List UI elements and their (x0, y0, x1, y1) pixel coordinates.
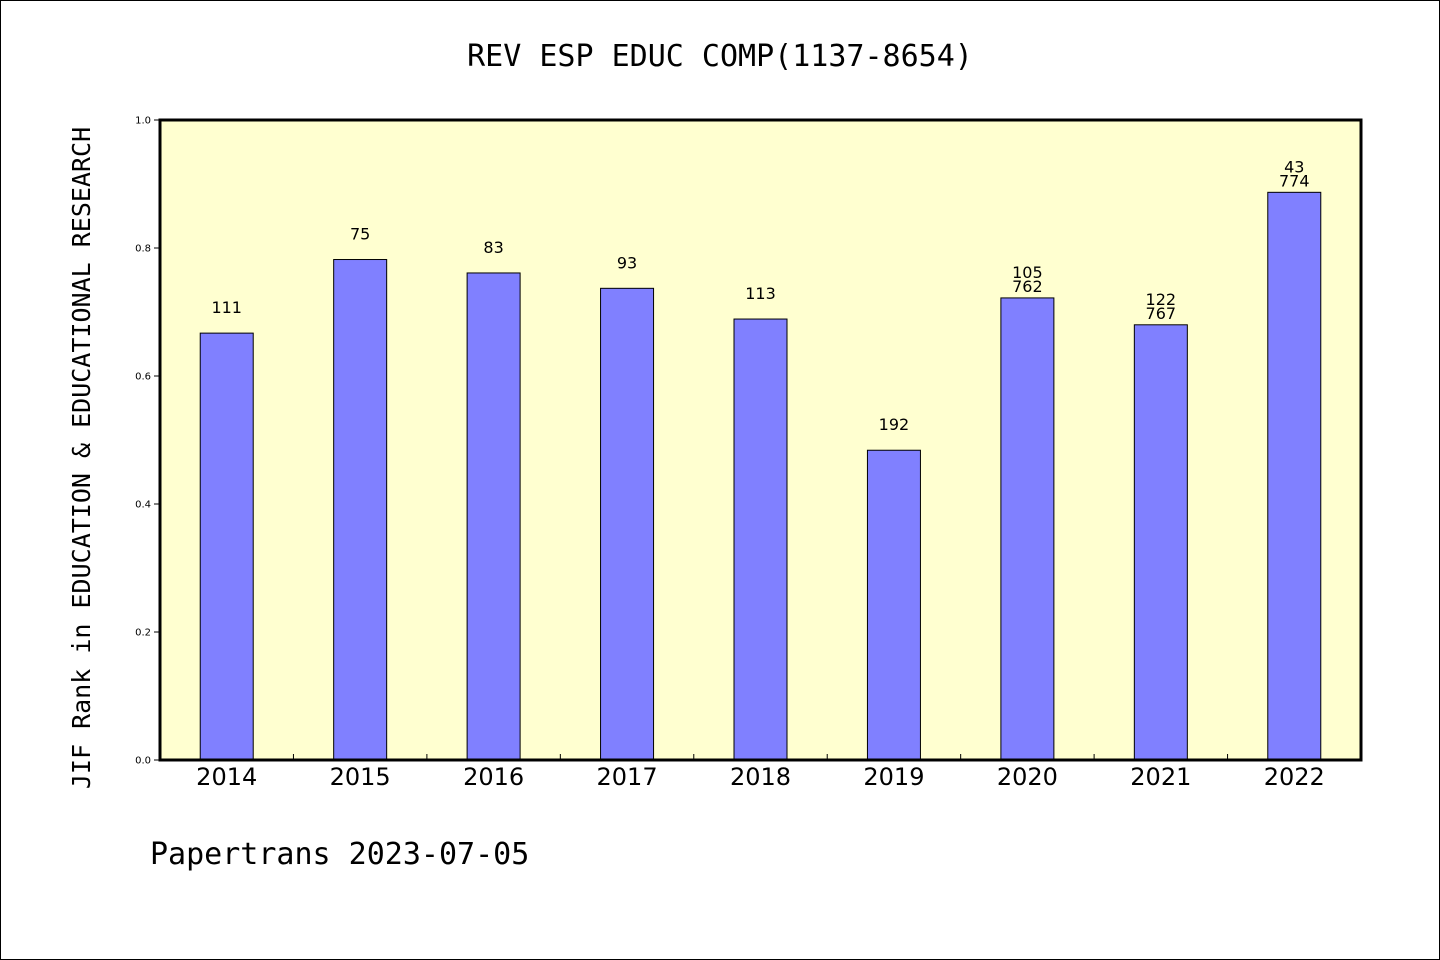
bar-2019 (866, 449, 921, 761)
x-tick-label-2019: 2019 (863, 763, 924, 791)
data-label-2022: 774 (1279, 171, 1310, 190)
x-tick-label-2018: 2018 (730, 763, 791, 791)
x-tick-label-2015: 2015 (330, 763, 391, 791)
bar-2022 (1267, 191, 1322, 761)
data-label-2017: 93 (617, 253, 637, 272)
bar-2020 (1000, 297, 1055, 761)
footer-credit: Papertrans 2023-07-05 (150, 837, 529, 872)
x-tick-label-2022: 2022 (1264, 763, 1325, 791)
bar-2018 (733, 318, 788, 761)
bar-2014 (199, 332, 254, 761)
data-label-2014: 111 (211, 298, 242, 317)
y-tick-label: 0.8 (135, 244, 151, 255)
data-label-2016: 83 (483, 238, 503, 257)
data-label-2020: 105 (1012, 263, 1043, 282)
data-label-2021: 122 (1146, 290, 1177, 309)
data-label-2015: 75 (350, 225, 370, 244)
y-tick-label: 0.2 (135, 628, 151, 639)
x-tick-label-2016: 2016 (463, 763, 524, 791)
bar-2021 (1133, 324, 1188, 761)
data-label-2021: 767 (1146, 304, 1177, 323)
x-tick-label-2020: 2020 (997, 763, 1058, 791)
bar-2015 (333, 259, 388, 761)
bar-2016 (466, 272, 521, 761)
plot-border (158, 118, 1363, 762)
chart-title: REV ESP EDUC COMP(1137-8654) (467, 39, 973, 74)
x-tick-label-2017: 2017 (597, 763, 658, 791)
bar-2017 (600, 287, 655, 761)
y-tick-label: 0.6 (135, 372, 151, 383)
y-tick-label: 0.0 (135, 756, 151, 767)
x-tick-label-2014: 2014 (196, 763, 257, 791)
data-label-2018: 113 (745, 284, 776, 303)
y-tick-label: 1.0 (135, 116, 151, 127)
data-label-2020: 762 (1012, 277, 1043, 296)
y-axis-label: JIF Rank in EDUCATION & EDUCATIONAL RESE… (67, 127, 96, 789)
y-tick-label: 0.4 (135, 500, 151, 511)
x-tick-label-2021: 2021 (1130, 763, 1191, 791)
data-label-2019: 192 (879, 415, 910, 434)
data-label-2022: 43 (1284, 157, 1304, 176)
